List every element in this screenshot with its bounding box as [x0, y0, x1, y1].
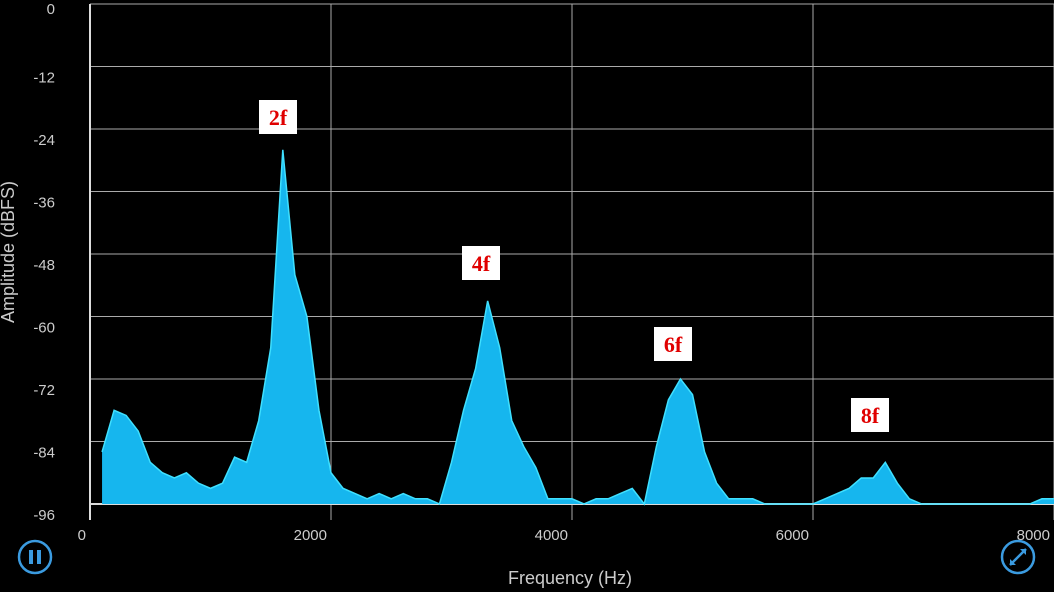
y-tick-label: -12: [33, 70, 55, 87]
annotation: 8f: [861, 403, 880, 428]
annotation: 4f: [472, 251, 491, 276]
y-tick-label: 0: [47, 1, 55, 18]
pause-button[interactable]: [17, 539, 53, 575]
annotation: 6f: [664, 332, 683, 357]
x-tick-label: 6000: [776, 527, 809, 544]
y-tick-label: -60: [33, 320, 55, 337]
area: [102, 149, 1054, 504]
annotation: 2f: [269, 105, 288, 130]
pause-bar: [29, 550, 33, 564]
y-tick-label: -48: [33, 257, 55, 274]
annotation-box: [462, 246, 500, 280]
y-tick-label: -96: [33, 507, 55, 524]
pause-bar: [37, 550, 41, 564]
y-tick-label: -84: [33, 445, 55, 462]
x-tick-label: 0: [78, 527, 86, 544]
x-tick-label: 8000: [1017, 527, 1050, 544]
spectrum-line: [101, 149, 1054, 506]
annotation-box: [851, 398, 889, 432]
pause-ring: [17, 539, 53, 575]
annotation-box: [259, 100, 297, 134]
x-tick-label: 2000: [294, 527, 327, 544]
annotation-box: [654, 327, 692, 361]
x-tick-label: 4000: [535, 527, 568, 544]
y-tick-label: -36: [33, 195, 55, 212]
expand-button[interactable]: [1000, 539, 1036, 575]
y-axis-label: Amplitude (dBFS): [0, 181, 18, 323]
x-axis-label: Frequency (Hz): [508, 568, 632, 588]
y-tick-label: -72: [33, 382, 55, 399]
expand-ring: [1000, 539, 1036, 575]
expand-arrows: [1010, 549, 1026, 565]
y-tick-label: -24: [33, 132, 55, 149]
